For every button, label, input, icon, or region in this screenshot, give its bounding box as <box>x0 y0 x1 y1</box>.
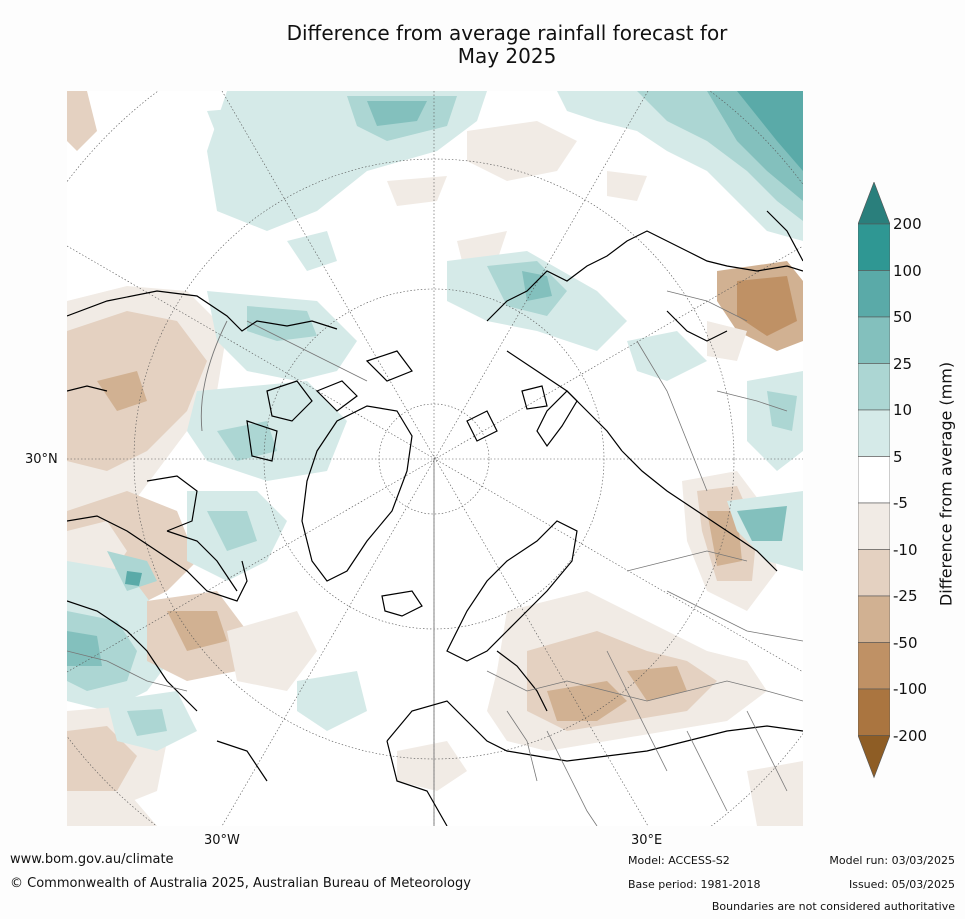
colorbar-tick-label: 5 <box>893 447 903 466</box>
colorbar-tick-label: 50 <box>893 308 913 326</box>
colorbar-tick-label: 200 <box>893 215 922 233</box>
colorbar-scale <box>857 181 891 779</box>
colorbar-title: Difference from average (mm) <box>936 361 956 607</box>
colorbar-segment-m25_m10 <box>857 549 891 597</box>
colorbar-segment-5_10 <box>857 409 891 457</box>
colorbar-tick-label: 10 <box>893 401 913 419</box>
title-line-1: Difference from average rainfall forecas… <box>286 21 728 45</box>
base-period-text: Base period: 1981-2018 <box>628 878 761 891</box>
country-borders <box>67 290 803 826</box>
colorbar-segment-m50_m25 <box>857 595 891 643</box>
colorbar-tick-label: -10 <box>893 540 918 559</box>
model-run-text: Model run: 03/03/2025 <box>829 854 955 867</box>
colorbar-tick-label: -100 <box>893 680 928 698</box>
colorbar-tick-label: 25 <box>893 354 913 373</box>
disclaimer-text: Boundaries are not considered authoritat… <box>711 900 955 913</box>
polar-map <box>67 91 803 826</box>
meridian-lines <box>200 320 435 826</box>
lon-label-30w: 30°W <box>204 833 240 848</box>
website-link[interactable]: www.bom.gov.au/climate <box>10 852 174 867</box>
colorbar-tick-label: 100 <box>893 261 922 280</box>
colorbar-segment-m10_m5 <box>857 502 891 550</box>
map-title: Difference from average rainfall forecas… <box>200 22 814 68</box>
coastlines <box>67 210 803 826</box>
colorbar-segment-m100_m50 <box>857 642 891 690</box>
colorbar-segment-50_100 <box>857 270 891 318</box>
issued-text: Issued: 05/03/2025 <box>848 878 955 891</box>
model-text: Model: ACCESS-S2 <box>628 854 730 867</box>
colorbar-tick-label: -5 <box>893 494 908 512</box>
title-line-2: May 2025 <box>457 44 557 68</box>
colorbar-segment-m5_5 <box>857 456 891 504</box>
colorbar-tick-label: -50 <box>893 633 918 652</box>
colorbar-segment-m200_m100 <box>857 688 891 736</box>
lon-label-30e: 30°E <box>631 833 663 848</box>
map-canvas <box>67 91 803 826</box>
colorbar-segment-100_200 <box>857 223 891 271</box>
colorbar-segment-25_50 <box>857 316 891 364</box>
colorbar-segment-10_25 <box>857 363 891 411</box>
lat-label-30n: 30°N <box>25 452 58 467</box>
colorbar-extend-lower <box>857 735 891 779</box>
colorbar <box>857 181 891 782</box>
colorbar-extend-upper <box>857 181 891 225</box>
colorbar-tick-label: -25 <box>893 587 918 605</box>
copyright-text: © Commonwealth of Australia 2025, Austra… <box>10 876 471 891</box>
colorbar-tick-label: -200 <box>893 726 928 745</box>
